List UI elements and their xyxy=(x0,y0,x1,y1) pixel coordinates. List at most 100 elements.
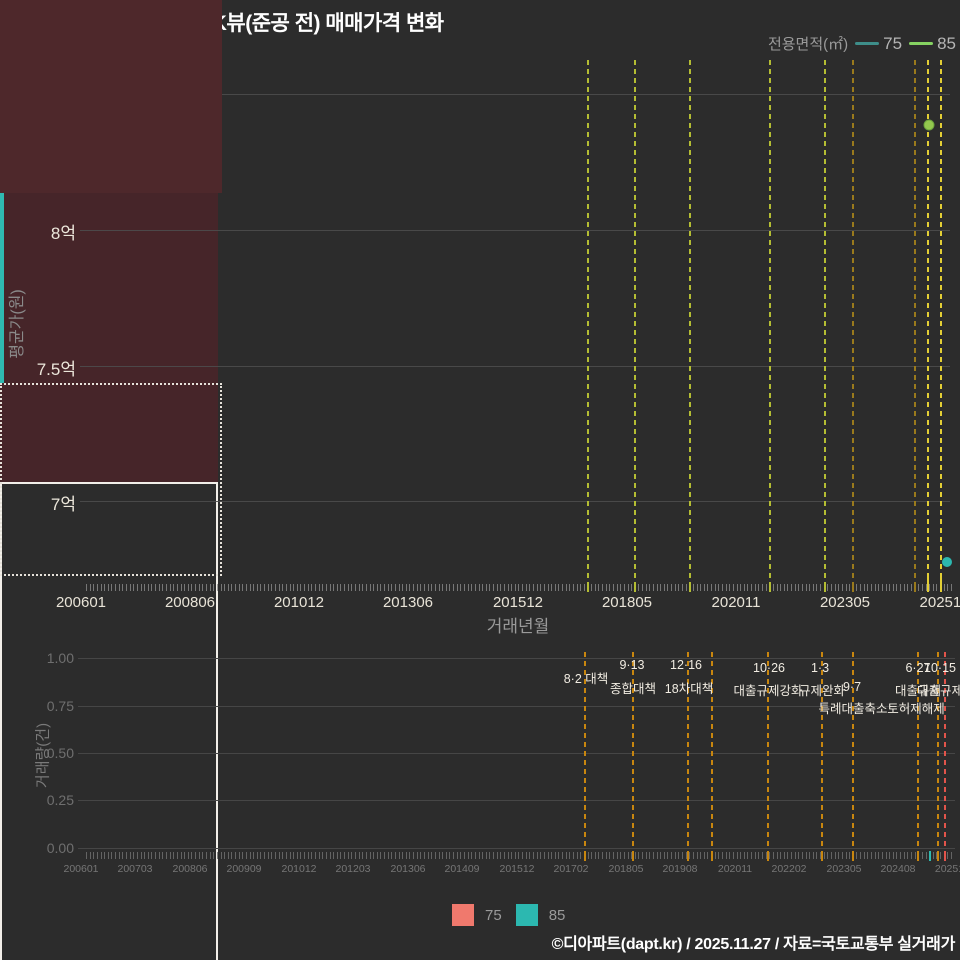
price-axis-minor-tick xyxy=(936,584,938,591)
volume-policy-axis-tick xyxy=(711,851,713,861)
volume-axis-minor-tick xyxy=(285,852,287,859)
legend-bottom-item-85[interactable]: 85 xyxy=(515,904,565,926)
price-axis-minor-tick xyxy=(340,584,342,591)
price-axis-minor-tick xyxy=(347,584,349,591)
price-axis-minor-tick xyxy=(772,584,774,591)
price-axis-minor-tick xyxy=(736,584,738,591)
volume-axis-minor-tick xyxy=(565,852,567,859)
price-axis-minor-tick xyxy=(442,584,444,591)
volume-x-tick-label: 201012 xyxy=(281,863,317,875)
volume-axis-minor-tick xyxy=(489,852,491,859)
price-axis-minor-tick xyxy=(427,584,429,591)
volume-axis-minor-tick xyxy=(820,852,822,859)
price-axis-minor-tick xyxy=(333,584,335,591)
legend-top-item-75[interactable]: 75 xyxy=(855,34,902,54)
volume-axis-minor-tick xyxy=(445,852,447,859)
volume-axis-minor-tick xyxy=(333,852,335,859)
price-axis-minor-tick xyxy=(856,584,858,591)
price-axis-minor-tick xyxy=(365,584,367,591)
volume-axis-minor-tick xyxy=(111,852,113,859)
price-axis-minor-tick xyxy=(165,584,167,591)
volume-axis-minor-tick xyxy=(558,852,560,859)
price-axis-minor-tick xyxy=(289,584,291,591)
price-axis-minor-tick xyxy=(424,584,425,591)
price-axis-minor-tick xyxy=(765,584,767,591)
volume-axis-minor-tick xyxy=(522,852,524,859)
policy-annotation: 대출규제강화 xyxy=(733,684,803,698)
volume-axis-minor-tick xyxy=(514,852,516,859)
price-axis-minor-tick xyxy=(682,584,683,591)
volume-axis-minor-tick xyxy=(674,852,676,859)
volume-axis-minor-tick xyxy=(609,852,611,859)
price-axis-minor-tick xyxy=(950,584,952,591)
price-y-tick-label: 7억 xyxy=(50,495,76,514)
price-axis-minor-tick xyxy=(732,584,734,591)
policy-date-line xyxy=(940,60,942,583)
volume-axis-minor-tick xyxy=(129,852,131,859)
volume-axis-minor-tick xyxy=(173,852,175,859)
volume-axis-minor-tick xyxy=(249,852,251,859)
volume-axis-minor-tick xyxy=(801,852,803,859)
volume-axis-minor-tick xyxy=(940,852,941,859)
price-axis-minor-tick xyxy=(900,584,901,591)
price-axis-minor-tick xyxy=(227,584,229,591)
price-axis-minor-tick xyxy=(791,584,792,591)
price-axis-minor-tick xyxy=(612,584,614,591)
price-axis-minor-tick xyxy=(503,584,505,591)
volume-axis-minor-tick xyxy=(849,852,851,859)
price-axis-minor-tick xyxy=(569,584,571,591)
volume-axis-minor-tick xyxy=(914,852,916,859)
volume-axis-minor-tick xyxy=(245,852,247,859)
volume-axis-minor-tick xyxy=(387,852,389,859)
legend-bottom-item-75[interactable]: 75 xyxy=(452,904,502,926)
volume-axis-minor-tick xyxy=(758,852,760,859)
volume-axis-minor-tick xyxy=(696,852,698,859)
price-axis-minor-tick xyxy=(642,584,643,591)
price-axis-minor-tick xyxy=(889,584,891,591)
volume-axis-minor-tick xyxy=(115,852,117,859)
price-axis-minor-tick xyxy=(453,584,454,591)
volume-axis-minor-tick xyxy=(449,852,451,859)
price-axis-minor-tick xyxy=(627,584,629,591)
volume-axis-minor-tick xyxy=(642,852,643,859)
volume-policy-axis-tick xyxy=(917,851,919,861)
volume-axis-minor-tick xyxy=(89,852,91,859)
volume-x-tick-label: 201805 xyxy=(608,863,644,875)
volume-axis-minor-tick xyxy=(256,852,258,859)
volume-axis-minor-tick xyxy=(671,852,673,859)
volume-axis-minor-tick xyxy=(845,852,847,859)
volume-axis-minor-tick xyxy=(205,852,207,859)
volume-axis-minor-tick xyxy=(598,852,600,859)
volume-axis-minor-tick xyxy=(314,852,316,859)
volume-axis-minor-tick xyxy=(831,852,832,859)
price-x-axis-title: 거래년월 xyxy=(486,617,550,636)
price-axis-minor-tick xyxy=(591,584,593,591)
price-data-point-85 xyxy=(923,119,935,131)
policy-annotation: 규제완화 xyxy=(798,684,846,698)
volume-axis-minor-tick xyxy=(242,852,244,859)
price-axis-minor-tick xyxy=(351,584,353,591)
volume-axis-minor-tick xyxy=(307,852,309,859)
volume-axis-minor-tick xyxy=(823,852,825,859)
legend-top-item-85[interactable]: 85 xyxy=(909,34,956,54)
price-axis-minor-tick xyxy=(801,584,803,591)
policy-annotation: 9·7 xyxy=(842,680,862,694)
price-axis-minor-tick xyxy=(874,584,876,591)
volume-axis-minor-tick xyxy=(769,852,771,859)
price-axis-minor-tick xyxy=(100,584,102,591)
volume-axis-minor-tick xyxy=(816,852,818,859)
volume-axis-minor-tick xyxy=(587,852,589,859)
volume-axis-minor-tick xyxy=(529,852,531,859)
price-axis-minor-tick xyxy=(620,584,622,591)
volume-x-tick-label: 201409 xyxy=(444,863,480,875)
price-axis-minor-tick xyxy=(583,584,585,591)
price-axis-minor-tick xyxy=(238,584,240,591)
price-axis-minor-tick xyxy=(703,584,705,591)
price-axis-minor-tick xyxy=(707,584,709,591)
policy-annotation: 10·26 xyxy=(753,661,785,675)
policy-date-line xyxy=(927,60,929,583)
volume-axis-minor-tick xyxy=(722,852,723,859)
policy-axis-tick xyxy=(927,578,929,592)
price-axis-minor-tick xyxy=(711,584,712,591)
price-axis-minor-tick xyxy=(307,584,309,591)
